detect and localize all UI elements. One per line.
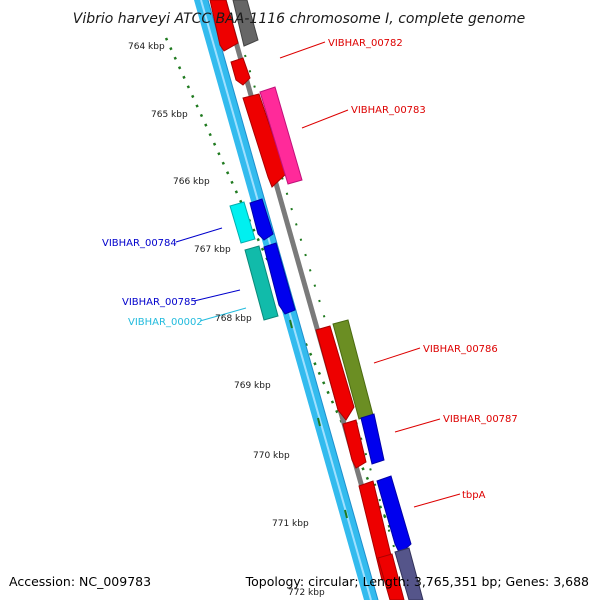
gene-features [209, 0, 424, 600]
tick-label-770: 770 kbp [253, 451, 290, 461]
label-leaders [175, 41, 461, 508]
gene-labels[interactable]: VIBHAR_00782 VIBHAR_00783 VIBHAR_00784 V… [102, 38, 518, 501]
gene-label-00785: VIBHAR_00785 [122, 297, 197, 308]
gene-label-00784: VIBHAR_00784 [102, 238, 177, 249]
gene-arrow-00783a [242, 93, 287, 188]
gene-arrow-00787b [360, 413, 385, 465]
tick-label-768: 768 kbp [215, 314, 252, 324]
topology-summary: Topology: circular; Length: 3,765,351 bp… [245, 574, 589, 589]
gene-label-00786: VIBHAR_00786 [423, 344, 498, 355]
gene-arrow-00784a [229, 201, 256, 244]
gene-label-tbpa: tbpA [462, 490, 486, 501]
gene-arrow-00783b [259, 86, 303, 185]
tick-label-764: 764 kbp [128, 42, 165, 52]
tick-labels: 764 kbp 765 kbp 766 kbp 767 kbp 768 kbp … [128, 42, 325, 598]
gene-label-00782: VIBHAR_00782 [328, 38, 403, 49]
gene-arrow-00781 [209, 0, 239, 52]
outer-tick-ring [164, 37, 425, 600]
gene-label-00787: VIBHAR_00787 [443, 414, 518, 425]
tick-label-769: 769 kbp [234, 381, 271, 391]
tick-label-766: 766 kbp [173, 177, 210, 187]
tick-label-772: 772 kbp [288, 588, 325, 598]
gene-arrow-00784b [249, 198, 274, 241]
map-title: Vibrio harveyi ATCC BAA-1116 chromosome … [73, 11, 525, 27]
gene-arrow-00785a [244, 245, 279, 321]
gene-arrow-00786a [315, 325, 355, 421]
gene-arrow-partial-slate [394, 547, 424, 600]
tick-label-767: 767 kbp [194, 245, 231, 255]
tick-label-771: 771 kbp [272, 519, 309, 529]
gene-arrow-00782 [230, 57, 251, 86]
gene-arrow-partial-grey [232, 0, 259, 47]
gene-arrow-00785b [263, 242, 296, 315]
gene-arrow-00787a [342, 419, 367, 469]
tick-label-765: 765 kbp [151, 110, 188, 120]
gene-label-00002: VIBHAR_00002 [128, 317, 203, 328]
gene-arrow-partial-red [377, 553, 405, 600]
accession-text: Accession: NC_009783 [9, 574, 151, 589]
gene-label-00783: VIBHAR_00783 [351, 105, 426, 116]
